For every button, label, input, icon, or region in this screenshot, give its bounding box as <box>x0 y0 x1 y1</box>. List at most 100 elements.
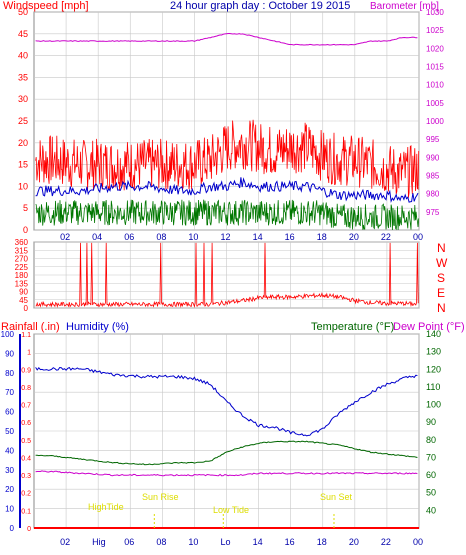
y-tick-label: 20 <box>18 138 28 148</box>
y-tick-label: 5 <box>23 203 28 213</box>
series-humidity <box>35 366 418 437</box>
humidity-tick-label: 30 <box>5 466 14 475</box>
y-tick-label: 45 <box>18 29 28 39</box>
direction-label-w: W <box>436 256 448 270</box>
humidity-tick-label: 10 <box>5 505 14 514</box>
humidity-tick-label: 40 <box>5 446 14 455</box>
direction-label-e: E <box>437 286 445 300</box>
rain-tick-label: 0.5 <box>21 438 31 445</box>
y2-tick-label: 995 <box>426 135 440 144</box>
y-tick-label: 0 <box>24 304 29 313</box>
rain-tick-label: 0 <box>27 526 31 533</box>
x-tick-label: 10 <box>188 232 198 242</box>
annotation-sun-rise: Sun Rise <box>142 492 179 502</box>
x-tick-label-bottom: 08 <box>156 537 166 547</box>
series-wind-direction <box>35 242 419 308</box>
humidity-tick-label: 80 <box>5 369 14 378</box>
x-tick-label: 00 <box>413 232 423 242</box>
y-tick-label: 25 <box>18 116 28 126</box>
series-barometer <box>35 33 418 46</box>
y2-tick-label: 1000 <box>426 117 444 126</box>
x-tick-label-bottom: 10 <box>188 537 198 547</box>
x-tick-label-bottom: 22 <box>381 537 391 547</box>
direction-label-n-bottom: N <box>437 301 446 315</box>
y2-tick-label: 1015 <box>426 63 444 72</box>
temperature-tick-label: 130 <box>426 347 441 357</box>
rainfall-axis-label: Rainfall (.in) <box>1 321 60 333</box>
y-tick-label: 10 <box>18 181 28 191</box>
y2-tick-label: 1025 <box>426 26 444 35</box>
humidity-tick-label: 90 <box>5 349 14 358</box>
x-tick-label: 12 <box>221 232 231 242</box>
humidity-tick-label: 50 <box>5 427 14 436</box>
y2-tick-label: 975 <box>426 208 440 217</box>
temperature-tick-label: 40 <box>426 505 436 515</box>
y-tick-label: 180 <box>15 271 29 280</box>
rain-tick-label: 0.2 <box>21 491 31 498</box>
chart-title: 24 hour graph day : October 19 2015 <box>170 0 350 12</box>
temperature-tick-label: 50 <box>426 488 436 498</box>
annotation-low-tide: Low Tide <box>213 505 249 515</box>
series-wind-low <box>35 199 420 231</box>
y-tick-label: 30 <box>18 94 28 104</box>
temperature-tick-label: 110 <box>426 382 440 392</box>
x-tick-label-bottom: 02 <box>60 537 70 547</box>
y-tick-label: 135 <box>15 279 29 288</box>
x-tick-label-bottom: 06 <box>124 537 134 547</box>
x-tick-label-bottom: 14 <box>253 537 263 547</box>
temperature-tick-label: 80 <box>426 435 436 445</box>
rain-tick-label: 1.1 <box>21 332 31 339</box>
rain-tick-label: 0.1 <box>21 508 31 515</box>
rain-tick-label: 0.9 <box>21 367 31 374</box>
y-tick-label: 15 <box>18 160 28 170</box>
rain-tick-label: 0.3 <box>21 473 31 480</box>
series-gust-avg <box>35 177 419 204</box>
y2-tick-label: 1020 <box>426 44 444 53</box>
y2-tick-label: 1010 <box>426 81 444 90</box>
x-tick-label: 14 <box>253 232 263 242</box>
humidity-tick-label: 20 <box>5 485 14 494</box>
temperature-tick-label: 100 <box>426 400 441 410</box>
temperature-tick-label: 120 <box>426 364 441 374</box>
y2-tick-label: 985 <box>426 172 440 181</box>
x-tick-label: 02 <box>60 232 70 242</box>
temperature-tick-label: 90 <box>426 417 436 427</box>
x-tick-label: 16 <box>285 232 295 242</box>
y2-tick-label: 1005 <box>426 99 444 108</box>
rain-tick-label: 0.4 <box>21 455 31 462</box>
x-tick-label-bottom: 20 <box>349 537 359 547</box>
y2-tick-label: 1030 <box>426 8 444 17</box>
humidity-tick-label: 60 <box>5 408 14 417</box>
series-windspeed <box>35 119 420 198</box>
annotation-sun-set: Sun Set <box>320 492 353 502</box>
x-tick-label: 20 <box>349 232 359 242</box>
y-tick-label: 270 <box>15 255 29 264</box>
y-tick-label: 90 <box>19 288 28 297</box>
y-tick-label: 360 <box>15 238 29 247</box>
y-tick-label: 45 <box>19 296 28 305</box>
annotation-high-tide: HighTide <box>88 502 124 512</box>
x-tick-label: 22 <box>381 232 391 242</box>
rain-tick-label: 0.7 <box>21 403 31 410</box>
x-tick-label-bottom: Hig <box>92 537 106 547</box>
series-dewpoint <box>35 470 418 477</box>
x-tick-label: 04 <box>92 232 102 242</box>
barometer-axis-label: Barometer [mb] <box>370 1 439 12</box>
temperature-tick-label: 70 <box>426 452 436 462</box>
temperature-tick-label: 60 <box>426 470 436 480</box>
x-tick-label: 06 <box>124 232 134 242</box>
humidity-axis-label: Humidity (%) <box>66 321 129 333</box>
rain-tick-label: 1 <box>27 350 31 357</box>
y-tick-label: 0 <box>23 225 28 235</box>
y-tick-label: 35 <box>18 72 28 82</box>
temperature-tick-label: 140 <box>426 329 441 339</box>
direction-label-n-top: N <box>437 241 446 255</box>
y-tick-label: 315 <box>15 246 29 255</box>
direction-label-s: S <box>437 271 445 285</box>
temperature-axis-label: Temperature (°F) <box>311 321 394 333</box>
x-tick-label-bottom: 00 <box>413 537 423 547</box>
y-tick-label: 225 <box>15 263 29 272</box>
